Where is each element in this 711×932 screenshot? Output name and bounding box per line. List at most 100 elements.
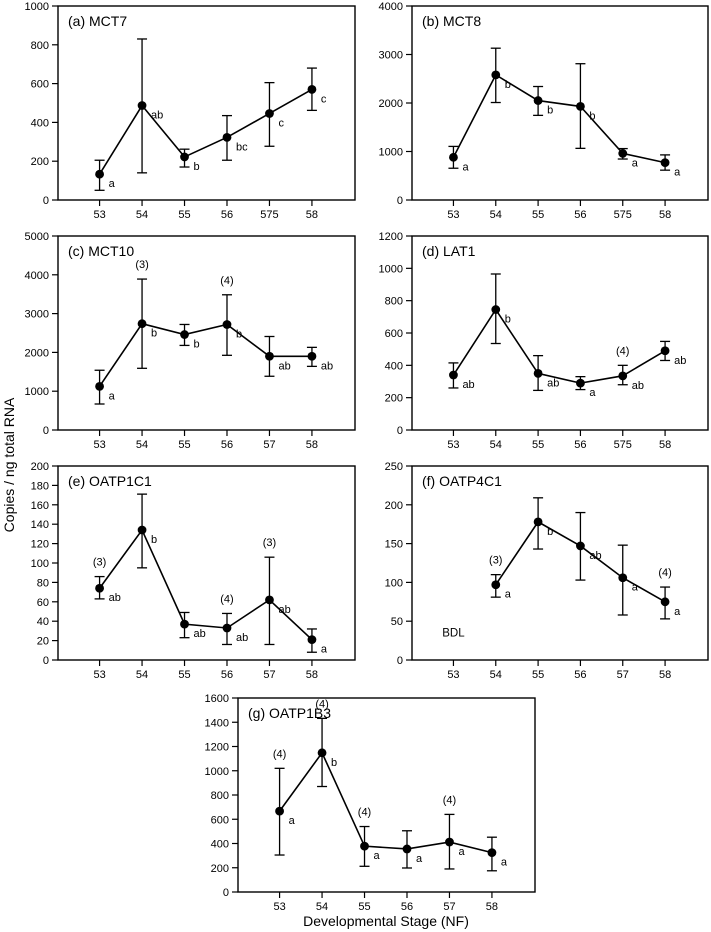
data-point <box>660 158 670 168</box>
sig-letter: b <box>589 110 595 122</box>
sig-letter: a <box>632 582 639 594</box>
sig-letter: b <box>547 526 553 538</box>
y-tick-label: 0 <box>43 655 49 667</box>
plot-box <box>411 465 709 661</box>
n-count-label: (4) <box>273 748 286 760</box>
y-tick-label: 600 <box>211 814 229 826</box>
x-tick-label: 53 <box>447 439 459 451</box>
x-tick-label: 58 <box>659 669 671 681</box>
sig-letter: b <box>331 757 337 769</box>
data-point <box>491 305 501 314</box>
x-tick-label: 54 <box>136 439 148 451</box>
x-tick-label: 58 <box>659 209 671 221</box>
y-axis-label: Copies / ng total RNA <box>1 397 17 532</box>
x-tick-label: 55 <box>178 669 190 681</box>
panel-c: 0 1000 2000 3000 4000 5000 53 54 55 56 57 58 (c) MCT… <box>25 231 356 451</box>
bdl-note: BDL <box>442 628 465 640</box>
n-count-label: (4) <box>616 345 629 357</box>
data-point <box>449 152 458 162</box>
y-tick-label: 0 <box>43 425 49 437</box>
panel-title: (a) MCT7 <box>68 13 127 29</box>
data-point <box>618 573 628 583</box>
panel-title: (g) OATP1B3 <box>248 705 331 721</box>
sig-letter: ab <box>151 110 163 122</box>
x-tick-label: 58 <box>306 439 318 451</box>
y-tick-label: 400 <box>385 360 403 372</box>
data-point <box>449 370 458 380</box>
sig-letter: a <box>674 606 681 618</box>
y-tick-label: 5000 <box>25 231 49 243</box>
y-tick-label: 400 <box>31 117 49 129</box>
data-line <box>452 308 666 384</box>
y-tick-label: 600 <box>385 328 403 340</box>
n-count-label: (4) <box>220 593 233 605</box>
data-point <box>307 85 317 94</box>
x-tick-label: 53 <box>447 669 459 681</box>
x-tick-label: 56 <box>574 209 586 221</box>
data-line <box>98 322 312 387</box>
y-tick-label: 0 <box>397 425 403 437</box>
sig-letter: bc <box>236 141 248 153</box>
sig-letter: ab <box>321 360 333 372</box>
x-tick-label: 54 <box>136 669 148 681</box>
x-tick-label: 55 <box>532 669 544 681</box>
sig-letter: b <box>151 328 157 340</box>
sig-letter: b <box>194 161 200 173</box>
x-tick-label: 55 <box>178 209 190 221</box>
y-tick-label: 3000 <box>25 309 49 321</box>
panel-e: 0 20 40 60 80 100 120 140 160 180 200 53 54 55 56 57 58 (… <box>31 461 356 681</box>
y-tick-label: 0 <box>397 195 403 207</box>
y-tick-label: 0 <box>397 655 403 667</box>
y-tick-label: 150 <box>385 539 403 551</box>
data-point <box>576 541 585 551</box>
sig-letter: a <box>321 644 328 656</box>
x-tick-label: 58 <box>306 669 318 681</box>
sig-letter: ab <box>674 355 686 367</box>
y-tick-label: 200 <box>385 393 403 405</box>
y-tick-label: 800 <box>211 790 229 802</box>
y-tick-label: 0 <box>223 887 229 899</box>
sig-letter: ab <box>589 550 601 562</box>
y-tick-label: 60 <box>37 597 49 609</box>
data-point <box>137 101 147 110</box>
data-point <box>222 132 232 142</box>
n-count-label: (3) <box>489 555 502 567</box>
data-point <box>445 837 454 847</box>
data-point <box>576 378 585 388</box>
x-axis-label: Developmental Stage (NF) <box>303 913 469 929</box>
data-point <box>533 96 543 105</box>
y-tick-label: 2000 <box>379 98 403 110</box>
sig-letter: ab <box>278 604 290 616</box>
x-tick-label: 56 <box>574 439 586 451</box>
n-count-label: (4) <box>658 567 671 579</box>
x-tick-label: 54 <box>316 901 328 913</box>
data-point <box>618 371 628 381</box>
x-tick-label: 56 <box>401 901 413 913</box>
x-tick-label: 53 <box>93 439 105 451</box>
data-point <box>222 623 232 633</box>
data-point <box>533 369 543 378</box>
y-tick-label: 100 <box>31 558 49 570</box>
sig-letter: b <box>151 534 157 546</box>
x-tick-label: 54 <box>490 439 502 451</box>
panel-g: 0 200 400 600 800 1000 1200 1400 1600 53 54 55 56 57 5… <box>205 693 536 913</box>
data-point <box>137 319 147 329</box>
x-tick-label: 575 <box>614 209 632 221</box>
y-tick-label: 250 <box>385 461 403 473</box>
panel-f: 0 50 100 150 200 250 53 54 55 56 57 58 (f) OATP4C1 a (… <box>385 461 709 681</box>
y-tick-label: 1200 <box>379 231 403 243</box>
sig-letter: a <box>674 167 681 179</box>
x-tick-label: 53 <box>93 209 105 221</box>
data-point <box>491 580 501 590</box>
sig-letter: ab <box>278 360 290 372</box>
y-tick-label: 120 <box>31 539 49 551</box>
data-point <box>307 635 317 645</box>
sig-letter: b <box>236 328 242 340</box>
x-tick-label: 53 <box>447 209 459 221</box>
data-point <box>491 70 501 80</box>
y-tick-label: 400 <box>211 839 229 851</box>
sig-letter: a <box>458 846 465 858</box>
y-tick-label: 1400 <box>205 717 229 729</box>
sig-letter: c <box>321 93 327 105</box>
